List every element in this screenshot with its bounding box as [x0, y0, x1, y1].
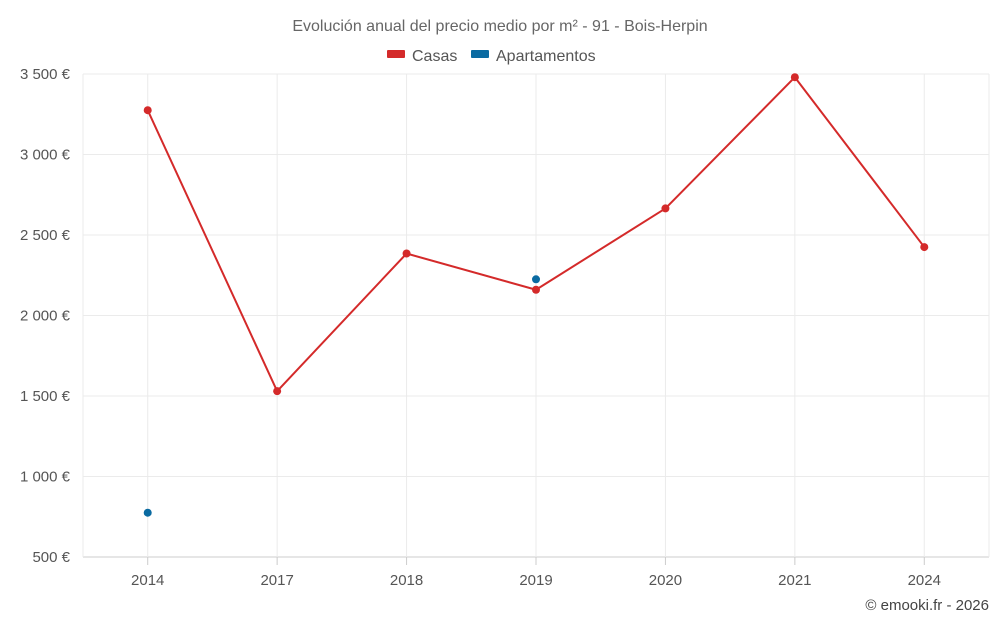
y-tick-label: 1 000 € [20, 469, 71, 486]
data-point-casas [273, 387, 282, 396]
data-point-apartamentos [143, 508, 152, 517]
legend-label-apartamentos[interactable]: Apartamentos [496, 48, 596, 65]
y-tick-label: 500 € [32, 549, 70, 566]
data-point-casas [143, 106, 152, 115]
legend-label-casas[interactable]: Casas [412, 48, 457, 65]
series-layer [143, 73, 929, 517]
x-tick-label: 2024 [908, 572, 941, 589]
y-tick-label: 2 500 € [20, 227, 71, 244]
data-point-casas [790, 73, 799, 82]
x-tick-label: 2019 [519, 572, 552, 589]
y-tick-label: 2 000 € [20, 308, 71, 325]
data-point-casas [532, 285, 540, 294]
legend-swatch-apartamentos [471, 50, 489, 58]
grid [82, 73, 990, 558]
data-point-casas [402, 249, 411, 258]
credit-text: © emooki.fr - 2026 [865, 597, 989, 614]
y-tick-label: 3 000 € [20, 147, 71, 164]
x-tick-label: 2018 [390, 572, 423, 589]
legend: Casas Apartamentos [387, 48, 596, 65]
x-tick-label: 2020 [649, 572, 682, 589]
x-axis: 2014 2017 2018 2019 2020 2021 2024 [131, 557, 941, 589]
y-tick-label: 3 500 € [20, 66, 71, 83]
legend-swatch-casas [387, 50, 405, 58]
chart-title: Evolución anual del precio medio por m² … [292, 18, 707, 35]
x-tick-label: 2021 [778, 572, 811, 589]
data-point-casas [920, 243, 929, 252]
data-point-casas [661, 204, 670, 213]
data-point-apartamentos [532, 275, 540, 284]
x-tick-label: 2017 [260, 572, 293, 589]
x-tick-label: 2014 [131, 572, 164, 589]
y-axis: 500 € 1 000 € 1 500 € 2 000 € 2 500 € 3 000 €… [20, 66, 71, 566]
y-tick-label: 1 500 € [20, 388, 71, 405]
